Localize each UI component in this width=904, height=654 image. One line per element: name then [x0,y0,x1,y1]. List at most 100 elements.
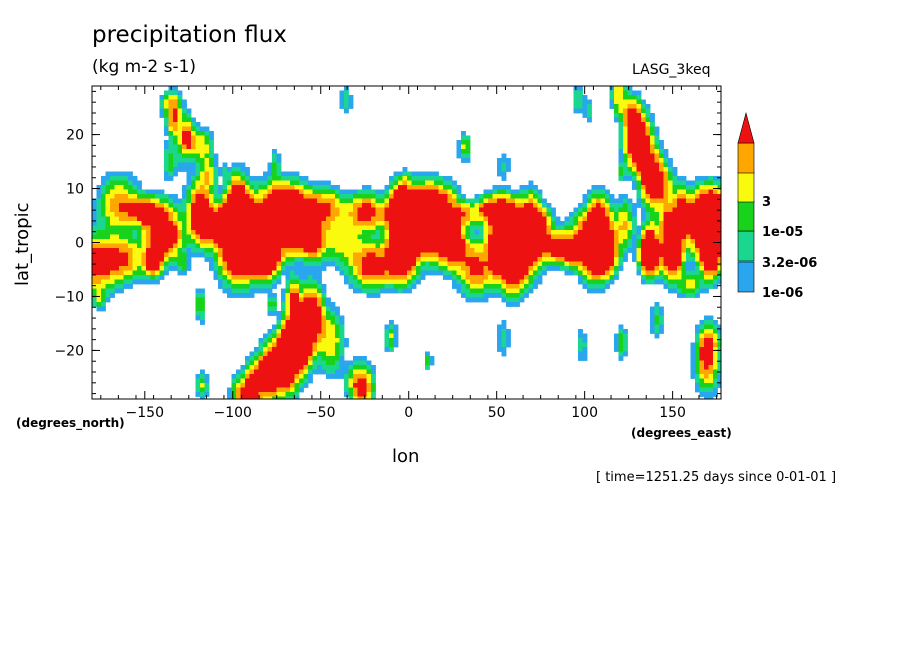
precip-cell [231,257,237,262]
precip-cell [623,149,628,154]
precip-cell [573,95,579,100]
precip-cell [380,248,385,253]
precip-cell [245,207,250,213]
precip-cell [366,216,372,222]
precip-cell [155,225,160,231]
precip-cell [497,288,502,294]
precip-cell [497,225,502,231]
precip-cell [150,203,156,208]
precip-cell [164,207,169,213]
precip-cell [708,180,714,186]
precip-cell [627,248,633,253]
precip-cell [285,347,291,352]
precip-cell [371,243,376,249]
precip-cell [452,198,457,204]
precip-cell [708,342,714,348]
precip-cell [573,212,579,217]
precip-cell [294,324,300,330]
precip-cell [245,203,250,208]
precip-cell [542,239,547,244]
precip-cell [641,216,646,222]
precip-cell [591,248,597,253]
precip-cell [582,356,588,361]
precip-cell [276,279,282,285]
precip-cell [713,194,718,199]
precip-cell [614,342,619,348]
precip-cell [299,329,304,334]
precip-cell [420,275,426,280]
precip-cell [501,342,507,348]
precip-cell [573,90,579,96]
precip-cell [213,158,219,163]
precip-cell [492,225,498,231]
precip-cell [204,225,210,231]
precip-cell [699,252,705,258]
precip-cell [267,369,273,375]
precip-cell [623,234,628,240]
precip-cell [128,185,133,190]
precip-cell [672,288,678,294]
precip-cell [420,198,426,204]
precip-cell [357,275,363,280]
precip-cell [308,369,313,375]
precip-cell [582,194,588,199]
precip-cell [587,225,592,231]
precip-cell [308,351,313,357]
precip-cell [182,158,187,163]
precip-cell [173,207,178,213]
precip-cell [411,203,417,208]
precip-cell [528,198,534,204]
precip-cell [686,284,691,289]
precip-cell [546,207,552,213]
precip-cell [155,261,160,267]
precip-cell [488,284,493,289]
precip-cell [695,270,700,276]
precip-cell [123,216,129,222]
precip-cell [236,185,241,190]
precip-cell [366,383,372,388]
precip-cell [506,266,511,271]
precip-cell [348,266,354,271]
precip-cell [96,288,102,294]
precip-cell [510,207,516,213]
precip-cell [137,180,142,186]
precip-cell [240,212,246,217]
precip-cell [290,279,295,285]
precip-cell [677,176,682,181]
precip-cell [195,225,201,231]
precip-cell [438,221,444,226]
precip-cell [227,203,232,208]
precip-cell [429,261,435,267]
precip-cell [501,347,507,352]
precip-cell [582,347,588,352]
precip-cell [285,189,291,195]
precip-cell [456,198,462,204]
precip-cell [182,203,187,208]
precip-cell [303,221,309,226]
precip-cell [236,234,241,240]
precip-cell [105,189,111,195]
precip-cell [258,180,264,186]
precip-cell [177,257,183,262]
precip-cell [173,243,178,249]
precip-cell [614,225,619,231]
precip-cell [465,243,471,249]
precip-cell [119,284,124,289]
precip-cell [627,122,633,127]
precip-cell [618,351,624,357]
precip-cell [623,131,628,136]
precip-cell [258,203,264,208]
precip-cell [218,207,223,213]
precip-cell [519,212,525,217]
precip-cell [326,198,331,204]
precip-cell [272,378,277,384]
precip-cell [452,248,457,253]
precip-cell [708,194,714,199]
precip-cell [668,279,673,285]
precip-cell [321,248,327,253]
precip-cell [654,171,660,177]
precip-cell [339,315,345,321]
precip-cell [110,225,115,231]
precip-cell [573,225,579,231]
precip-cell [371,225,376,231]
